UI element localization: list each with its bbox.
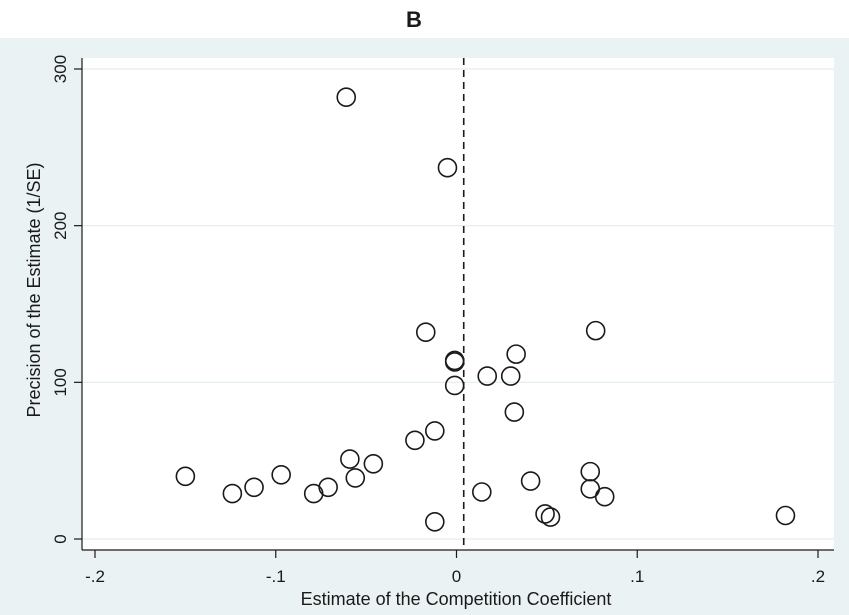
data-point-13 — [340, 449, 360, 469]
data-point-2 — [415, 322, 436, 343]
panel-title: B — [406, 7, 422, 32]
y-tick-label-0: 0 — [51, 534, 70, 543]
data-point-27 — [535, 504, 555, 524]
grid-lines — [82, 68, 834, 540]
x-axis-title: Estimate of the Competition Coefficient — [301, 589, 612, 609]
x-tick-label-4: .2 — [811, 567, 825, 586]
data-point-28 — [540, 507, 561, 527]
data-point-16 — [271, 464, 291, 485]
y-tick-label-2: 200 — [51, 211, 70, 239]
x-tick-label-3: .1 — [630, 567, 644, 586]
y-axis-title: Precision of the Estimate (1/SE) — [24, 162, 44, 417]
x-tick-label-0: -.2 — [85, 567, 105, 586]
data-point-24 — [303, 483, 324, 504]
data-point-3 — [585, 320, 606, 341]
y-tick-label-1: 100 — [51, 368, 70, 396]
data-point-14 — [363, 453, 384, 474]
data-point-4 — [506, 344, 526, 364]
data-point-25 — [472, 482, 492, 502]
data-point-19 — [520, 471, 541, 491]
data-point-7 — [477, 366, 498, 386]
plot-background — [82, 58, 834, 550]
data-point-17 — [345, 468, 366, 488]
data-point-15 — [175, 466, 196, 487]
data-point-0 — [336, 87, 357, 107]
data-point-1 — [437, 157, 458, 178]
x-tick-label-2: 0 — [452, 567, 461, 586]
data-point-12 — [405, 430, 425, 451]
data-point-30 — [425, 511, 445, 532]
data-point-6 — [444, 352, 465, 372]
y-axis-ticks: 0 100 200 300 — [51, 55, 82, 544]
data-point-29 — [775, 505, 796, 526]
data-point-26 — [594, 486, 615, 507]
x-tick-label-1: -.1 — [266, 567, 286, 586]
data-point-20 — [244, 477, 264, 498]
data-point-9 — [444, 375, 465, 396]
data-point-8 — [500, 366, 521, 386]
data-point-23 — [222, 483, 243, 504]
data-points — [175, 87, 796, 532]
data-point-10 — [504, 402, 525, 422]
data-point-11 — [425, 421, 445, 441]
x-axis-ticks: -.2 -.1 0 .1 .2 — [85, 550, 825, 586]
y-tick-label-3: 300 — [51, 55, 70, 83]
